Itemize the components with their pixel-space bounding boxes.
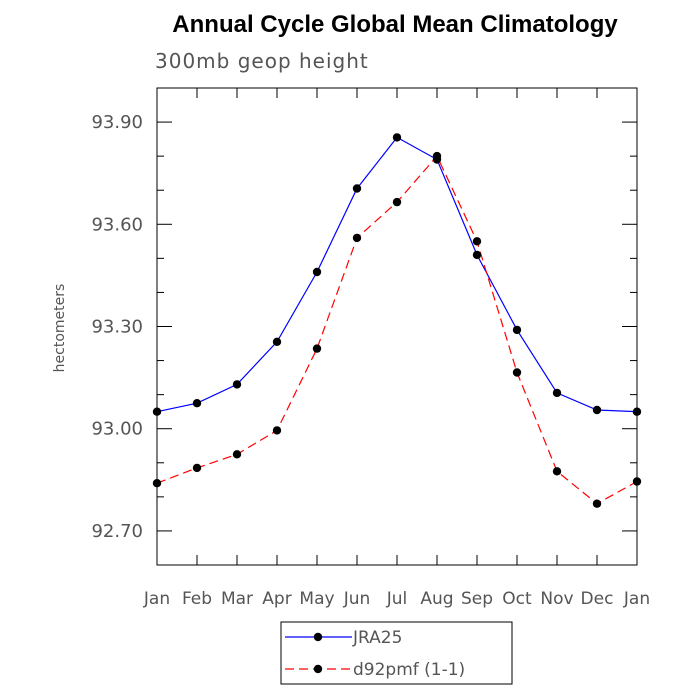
legend-label-1: JRA25 <box>352 628 402 648</box>
x-tick-label: Jan <box>143 589 170 609</box>
x-tick-label: Sep <box>461 589 493 609</box>
x-tick-label: Oct <box>502 589 532 609</box>
x-tick-label: Feb <box>182 589 212 609</box>
legend-marker-1 <box>313 632 323 642</box>
data-point-series-1 <box>552 388 562 398</box>
data-point-series-2 <box>152 479 162 488</box>
data-point-series-1 <box>352 184 362 193</box>
x-tick-label: Apr <box>262 589 291 609</box>
data-point-series-1 <box>272 337 282 346</box>
data-point-series-2 <box>472 237 482 246</box>
series-line-1 <box>156 136 638 413</box>
chart-title: Annual Cycle Global Mean Climatology <box>172 11 618 38</box>
legend-label-2: d92pmf (1-1) <box>353 660 465 680</box>
data-point-series-2 <box>512 368 522 377</box>
x-tick-label: Mar <box>221 589 253 609</box>
data-point-series-2 <box>192 463 202 473</box>
plot-frame <box>156 87 638 566</box>
data-point-series-2 <box>432 151 442 161</box>
data-point-series-1 <box>312 267 322 277</box>
y-tick-label: 93.00 <box>91 419 143 440</box>
data-point-series-2 <box>592 499 602 508</box>
y-tick-label: 92.70 <box>91 521 143 542</box>
data-point-series-1 <box>512 325 522 335</box>
data-point-series-1 <box>472 250 482 260</box>
data-point-series-2 <box>232 450 242 459</box>
y-tick-label: 93.90 <box>91 112 143 133</box>
chart-subtitle: 300mb geop height <box>155 49 369 73</box>
data-point-series-2 <box>312 344 322 353</box>
data-point-series-2 <box>272 426 282 435</box>
y-axis-label: hectometers <box>52 284 68 373</box>
data-point-series-2 <box>352 233 362 243</box>
x-tick-label: Aug <box>420 589 453 609</box>
x-tick-label: Dec <box>581 589 614 609</box>
data-point-series-2 <box>552 467 562 476</box>
x-tick-label: Nov <box>540 589 573 609</box>
y-tick-label: 93.60 <box>91 214 143 235</box>
data-point-series-2 <box>392 197 402 207</box>
data-point-series-1 <box>632 407 642 416</box>
data-point-series-1 <box>152 407 162 416</box>
data-point-series-2 <box>632 477 642 486</box>
legend-marker-2 <box>313 664 323 674</box>
x-tick-label: Jan <box>623 589 650 609</box>
x-tick-label: Jul <box>386 589 408 609</box>
x-tick-label: Jun <box>343 589 371 609</box>
legend: JRA25 d92pmf (1-1) <box>280 621 513 685</box>
legend-box <box>280 621 513 685</box>
data-point-series-1 <box>192 399 202 408</box>
axes-layer: 93.90 93.60 93.30 93.00 92.70 Jan Feb Mar Apr May… <box>91 87 650 609</box>
series-line-2 <box>156 155 638 505</box>
x-tick-label: May <box>299 589 334 609</box>
data-point-series-1 <box>592 405 602 415</box>
series-layer <box>152 133 642 508</box>
y-tick-label: 93.30 <box>91 317 143 338</box>
data-point-series-1 <box>392 133 402 142</box>
data-point-series-1 <box>232 380 242 389</box>
